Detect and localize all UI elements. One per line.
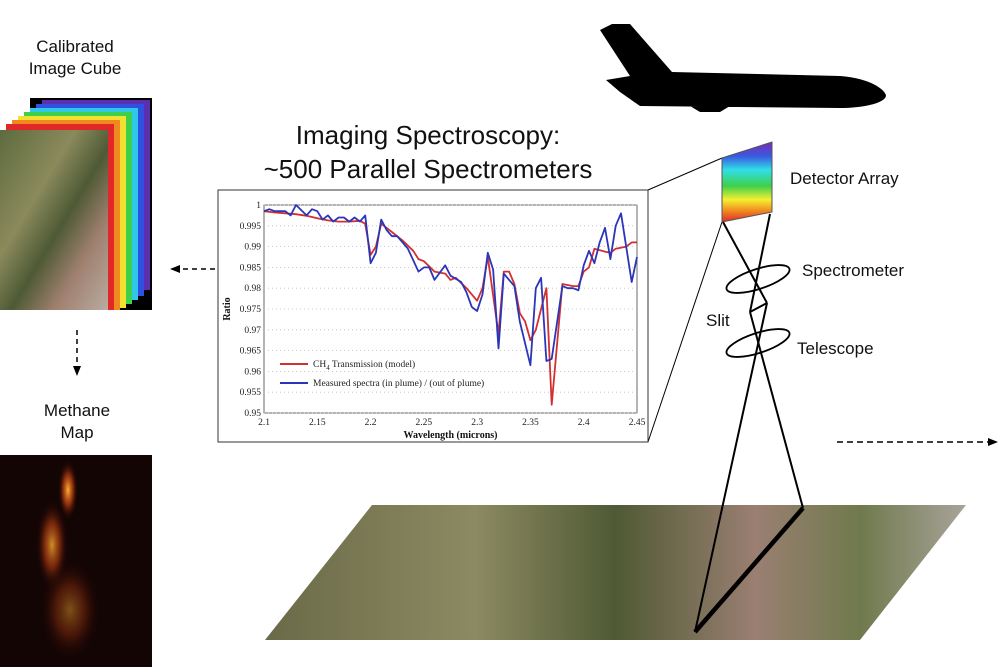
y-tick-label: 0.98 bbox=[244, 284, 261, 294]
detector-array bbox=[721, 141, 773, 223]
x-tick-label: 2.2 bbox=[365, 418, 377, 428]
methane-map bbox=[0, 455, 152, 667]
main-title: Imaging Spectroscopy: ~500 Parallel Spec… bbox=[218, 118, 638, 186]
title-line1: Imaging Spectroscopy: bbox=[295, 120, 561, 150]
slit-label: Slit bbox=[706, 311, 730, 330]
y-tick-label: 1 bbox=[256, 201, 261, 211]
arrow-to-methane bbox=[73, 330, 81, 376]
x-tick-label: 2.15 bbox=[309, 418, 326, 428]
telescope-label: Telescope bbox=[797, 339, 874, 358]
y-tick-label: 0.99 bbox=[244, 243, 261, 253]
telescope-lens bbox=[725, 328, 791, 358]
y-tick-label: 0.985 bbox=[240, 263, 262, 273]
y-tick-label: 0.97 bbox=[244, 326, 261, 336]
methane-label: Methane Map bbox=[17, 400, 137, 444]
legend-label: CH4 Transmission (model) bbox=[313, 359, 415, 372]
x-tick-label: 2.1 bbox=[258, 418, 270, 428]
detector-label: Detector Array bbox=[790, 169, 899, 188]
x-tick-label: 2.35 bbox=[522, 418, 539, 428]
x-tick-label: 2.45 bbox=[629, 418, 646, 428]
arrow-to-cube bbox=[170, 265, 215, 273]
x-tick-label: 2.3 bbox=[471, 418, 483, 428]
legend-label: Measured spectra (in plume) / (out of pl… bbox=[313, 378, 484, 389]
measured-series-line bbox=[263, 204, 638, 367]
x-tick-label: 2.4 bbox=[578, 418, 590, 428]
spectrometer-label: Spectrometer bbox=[802, 261, 905, 280]
methane-label-line1: Methane bbox=[43, 401, 111, 420]
y-axis-label: Ratio bbox=[222, 297, 233, 320]
airplane-icon bbox=[600, 24, 886, 112]
y-tick-label: 0.995 bbox=[240, 222, 262, 232]
spectrometer-lens bbox=[725, 264, 791, 294]
methane-label-line2: Map bbox=[60, 423, 94, 442]
title-line2: ~500 Parallel Spectrometers bbox=[263, 154, 593, 184]
spectrum-chart: 0.95 0.955 0.96 0.965 0.97 0.975 0.98 0.985 0.99… bbox=[217, 189, 649, 443]
x-axis-label: Wavelength (microns) bbox=[404, 430, 498, 441]
image-cube bbox=[0, 98, 152, 310]
y-tick-label: 0.95 bbox=[244, 409, 261, 419]
optical-path bbox=[693, 213, 805, 634]
y-tick-label: 0.955 bbox=[240, 388, 262, 398]
cube-label-line1: Calibrated bbox=[36, 37, 114, 56]
cube-label-line2: Image Cube bbox=[28, 59, 122, 78]
arrow-flight-direction bbox=[837, 438, 998, 446]
cube-label: Calibrated Image Cube bbox=[15, 36, 135, 80]
y-tick-label: 0.96 bbox=[244, 367, 261, 377]
x-tick-label: 2.25 bbox=[416, 418, 433, 428]
y-tick-label: 0.975 bbox=[240, 305, 262, 315]
y-tick-label: 0.965 bbox=[240, 347, 262, 357]
ground-scene bbox=[265, 505, 966, 640]
